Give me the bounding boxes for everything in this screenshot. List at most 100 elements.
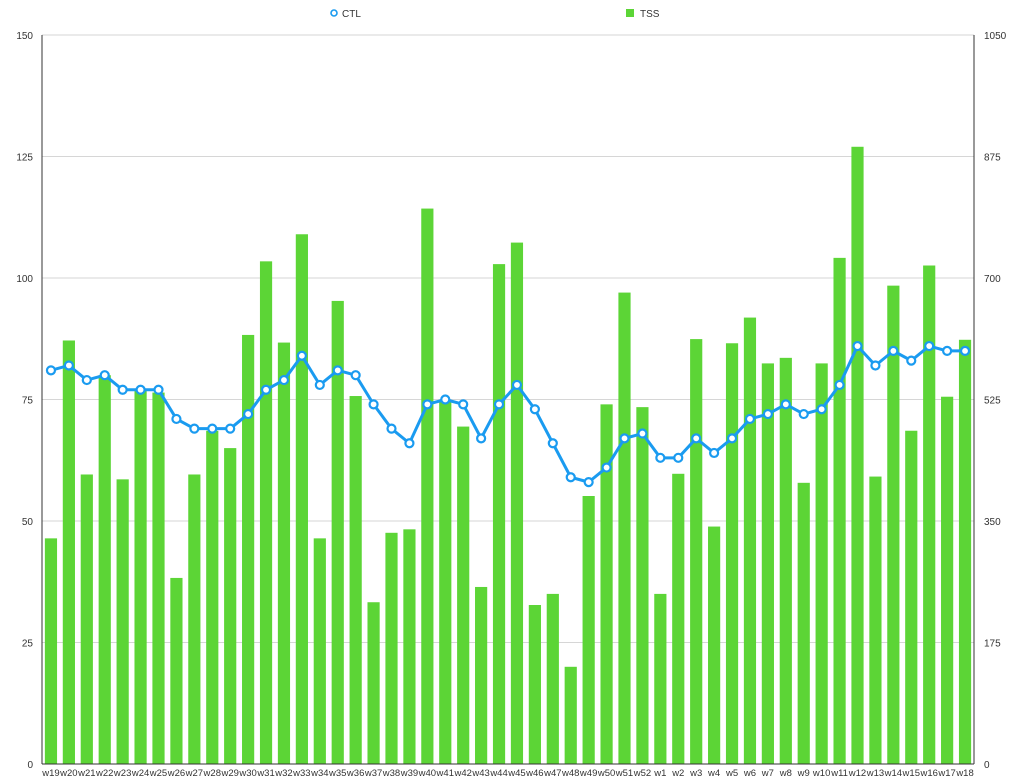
category-label: w13 bbox=[866, 768, 884, 779]
ctl-point bbox=[852, 340, 863, 352]
category-label: w29 bbox=[220, 768, 238, 779]
ctl-point bbox=[798, 408, 809, 420]
ctl-point bbox=[332, 365, 343, 376]
ctl-point bbox=[386, 423, 397, 434]
category-label: w8 bbox=[779, 768, 792, 779]
tss-bar bbox=[815, 363, 828, 764]
tss-bar bbox=[80, 474, 93, 764]
ctl-point bbox=[691, 433, 702, 444]
ctl-point bbox=[529, 404, 540, 415]
category-label: w9 bbox=[797, 768, 810, 779]
ctl-point bbox=[350, 370, 361, 381]
tss-bar bbox=[600, 404, 613, 764]
category-label: w27 bbox=[185, 768, 203, 779]
tss-bar bbox=[134, 389, 147, 764]
ctl-point bbox=[655, 452, 666, 463]
category-label: w25 bbox=[149, 768, 167, 779]
ctl-point bbox=[440, 394, 451, 405]
right-axis-ticks: 0 175 350 525 700 875 1050 bbox=[984, 31, 1007, 771]
ctl-point bbox=[135, 384, 146, 395]
ctl-point bbox=[189, 423, 200, 434]
tss-bar bbox=[170, 577, 183, 764]
ctl-point bbox=[63, 360, 74, 371]
tss-bar bbox=[743, 317, 757, 764]
tss-bar bbox=[385, 532, 398, 764]
tss-bar bbox=[564, 666, 577, 764]
category-label: w30 bbox=[238, 768, 256, 779]
ctl-point bbox=[422, 399, 433, 410]
ctl-point bbox=[942, 345, 953, 356]
category-label: w52 bbox=[633, 768, 651, 779]
category-label: w46 bbox=[525, 768, 543, 779]
tss-bar bbox=[546, 593, 559, 764]
tss-bar bbox=[833, 257, 846, 764]
category-labels: w19 w20 w21 w22 w23 w24 w25 w26 w27 w28 w29 w30 w31 w… bbox=[41, 768, 974, 779]
ctl-point bbox=[816, 404, 827, 415]
category-label: w26 bbox=[167, 768, 185, 779]
category-label: w37 bbox=[364, 768, 382, 779]
ctl-point bbox=[959, 345, 971, 356]
tss-bar bbox=[958, 339, 972, 764]
legend-tss-marker bbox=[626, 9, 634, 17]
ctl-point bbox=[404, 438, 415, 449]
ctl-point bbox=[547, 438, 558, 449]
left-tick-label: 150 bbox=[16, 31, 33, 42]
left-tick-label: 50 bbox=[22, 517, 34, 528]
category-label: w47 bbox=[543, 768, 561, 779]
ctl-point bbox=[171, 413, 182, 425]
category-label: w15 bbox=[902, 768, 920, 779]
category-label: w51 bbox=[615, 768, 633, 779]
category-label: w16 bbox=[919, 768, 937, 779]
ctl-point bbox=[619, 433, 630, 444]
tss-bar bbox=[367, 602, 380, 764]
tss-bar bbox=[44, 538, 58, 764]
right-tick-label: 700 bbox=[984, 274, 1001, 285]
tss-bar bbox=[98, 375, 111, 764]
tss-bar bbox=[887, 285, 900, 764]
category-label: w43 bbox=[471, 768, 489, 779]
tss-bar bbox=[869, 476, 882, 764]
ctl-point bbox=[81, 374, 92, 386]
ctl-point bbox=[762, 408, 773, 420]
ctl-point bbox=[673, 452, 684, 463]
category-label: w41 bbox=[436, 768, 454, 779]
tss-bar bbox=[797, 482, 810, 764]
legend-ctl-label: CTL bbox=[342, 9, 361, 20]
right-tick-label: 175 bbox=[984, 639, 1001, 650]
category-label: w22 bbox=[95, 768, 113, 779]
tss-bar bbox=[421, 208, 434, 765]
ctl-point bbox=[117, 384, 128, 395]
ctl-point bbox=[476, 433, 487, 444]
category-label: w49 bbox=[579, 768, 597, 779]
category-label: w24 bbox=[131, 768, 149, 779]
category-label: w12 bbox=[848, 768, 866, 779]
category-label: w4 bbox=[707, 768, 720, 779]
tss-bar bbox=[259, 261, 273, 764]
category-label: w23 bbox=[113, 768, 131, 779]
category-label: w48 bbox=[561, 768, 579, 779]
tss-bars bbox=[44, 146, 972, 765]
category-label: w11 bbox=[830, 768, 848, 779]
ctl-point bbox=[225, 423, 236, 434]
right-tick-label: 525 bbox=[984, 396, 1001, 407]
category-label: w36 bbox=[346, 768, 364, 779]
ctl-point bbox=[99, 370, 110, 381]
category-label: w35 bbox=[328, 768, 346, 779]
category-label: w20 bbox=[59, 768, 77, 779]
right-tick-label: 0 bbox=[984, 760, 990, 771]
tss-bar bbox=[636, 407, 649, 764]
tss-bar bbox=[779, 357, 792, 764]
category-label: w2 bbox=[671, 768, 684, 779]
ctl-point bbox=[458, 399, 469, 410]
tss-bar bbox=[457, 426, 470, 764]
tss-bar bbox=[331, 300, 344, 764]
ctl-point bbox=[870, 360, 881, 371]
tss-bar bbox=[851, 146, 864, 764]
left-tick-label: 25 bbox=[22, 639, 34, 650]
ctl-point bbox=[780, 399, 791, 410]
legend-ctl-marker bbox=[330, 9, 338, 17]
category-label: w31 bbox=[256, 768, 274, 779]
ctl-point bbox=[709, 447, 720, 459]
legend: CTL TSS bbox=[330, 9, 660, 20]
ctl-point bbox=[493, 399, 505, 410]
